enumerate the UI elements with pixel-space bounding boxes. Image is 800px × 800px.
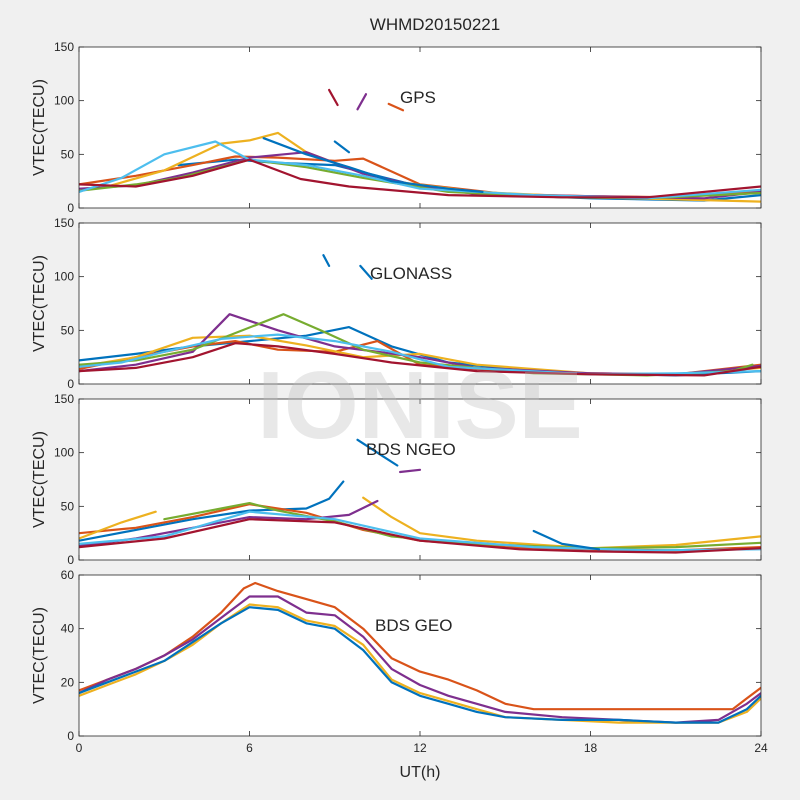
panel-4: 0 20 40 60 0 6 12 18 24 VTEC(TECU) BDS GEO <box>31 568 768 755</box>
series-line-11 <box>387 102 405 112</box>
series-line-8 <box>79 510 761 552</box>
x-tick-label: 0 <box>76 741 83 755</box>
panel-label: BDS NGEO <box>366 440 456 459</box>
y-tick-label: 60 <box>61 568 75 582</box>
series-group <box>79 88 761 203</box>
y-tick-label: 50 <box>61 147 75 161</box>
series-group <box>79 581 761 724</box>
series-line-1 <box>79 581 761 711</box>
series-line-6 <box>399 468 422 474</box>
y-tick-label: 20 <box>61 675 75 689</box>
y-axis-label: VTEC(TECU) <box>31 431 48 528</box>
y-tick-label: 100 <box>54 446 74 460</box>
series-line-3 <box>79 510 157 540</box>
y-axis-label: VTEC(TECU) <box>31 79 48 176</box>
y-tick-label: 50 <box>61 499 75 513</box>
series-line-9 <box>359 264 373 280</box>
y-axis-label: VTEC(TECU) <box>31 255 48 352</box>
series-line-10 <box>356 438 399 467</box>
series-line-11 <box>532 529 601 551</box>
y-tick-label: 150 <box>54 40 74 54</box>
y-tick-label: 100 <box>54 270 74 284</box>
series-line-7 <box>79 342 761 377</box>
series-line-9 <box>328 88 339 107</box>
panels: 0 50 100 150 VTEC(TECU) GPS 0 50 100 150 VTEC(TECU… <box>31 40 768 755</box>
y-axis-label: VTEC(TECU) <box>31 607 48 704</box>
figure-title: WHMD20150221 <box>370 15 500 34</box>
x-tick-label: 6 <box>246 741 253 755</box>
y-tick-label: 0 <box>67 377 74 391</box>
series-line-9 <box>79 518 761 554</box>
y-tick-label: 0 <box>67 201 74 215</box>
series-line-7 <box>79 158 761 199</box>
panel-label: BDS GEO <box>375 616 452 635</box>
y-tick-label: 0 <box>67 553 74 567</box>
panel-2: 0 50 100 150 VTEC(TECU) GLONASS <box>31 216 762 391</box>
watermark: IONISE <box>257 352 582 459</box>
panel-label: GLONASS <box>370 264 452 283</box>
y-tick-label: 150 <box>54 392 74 406</box>
x-tick-label: 24 <box>754 741 768 755</box>
series-line-8 <box>322 254 331 267</box>
panel-1: 0 50 100 150 VTEC(TECU) GPS <box>31 40 762 215</box>
series-line-4 <box>79 606 761 724</box>
x-axis-label: UT(h) <box>400 764 441 781</box>
series-line-8 <box>262 137 484 193</box>
x-tick-label: 12 <box>413 741 427 755</box>
y-tick-label: 40 <box>61 622 75 636</box>
y-tick-label: 100 <box>54 94 74 108</box>
y-tick-label: 150 <box>54 216 74 230</box>
x-tick-label: 18 <box>584 741 598 755</box>
plot-area <box>79 575 761 736</box>
series-line-3 <box>79 603 761 724</box>
series-line-6 <box>79 140 761 200</box>
panel-label: GPS <box>400 88 436 107</box>
series-line-1 <box>79 480 345 542</box>
y-tick-label: 0 <box>67 729 74 743</box>
series-group <box>79 438 761 554</box>
series-line-10 <box>356 93 368 111</box>
y-tick-label: 50 <box>61 323 75 337</box>
series-group <box>79 254 761 377</box>
plot-area <box>79 47 761 208</box>
panel-3: 0 50 100 150 VTEC(TECU) BDS NGEO <box>31 392 762 567</box>
series-line-4 <box>362 496 761 550</box>
series-line-12 <box>333 140 351 154</box>
